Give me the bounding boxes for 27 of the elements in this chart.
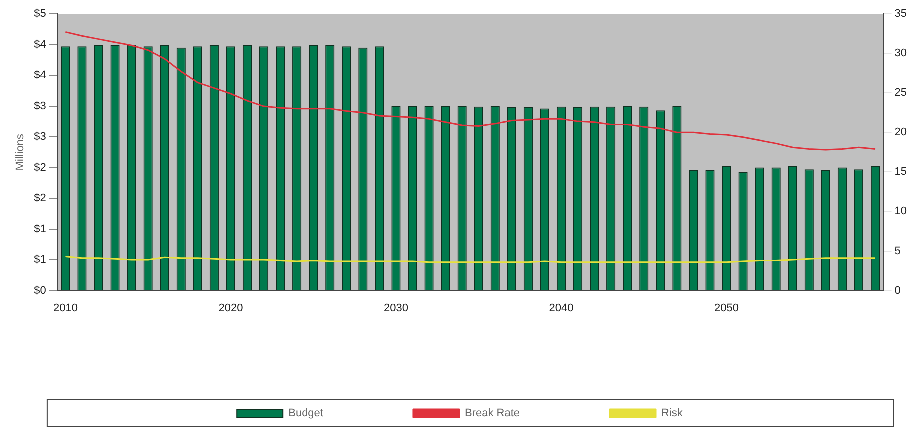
y-tick-label: $2 bbox=[34, 192, 46, 205]
y2-tick-label: 35 bbox=[894, 8, 908, 20]
y2-tick-label: 15 bbox=[894, 166, 908, 178]
y-tick-label: $4 bbox=[34, 38, 46, 51]
legend-label: Budget bbox=[288, 408, 324, 420]
y2-tick-label: 10 bbox=[894, 206, 908, 218]
y-tick-label: $1 bbox=[34, 223, 46, 236]
x-tick-label: 2050 bbox=[714, 302, 740, 314]
x-tick-label: 2020 bbox=[218, 302, 244, 314]
y-tick-label: $2 bbox=[34, 162, 46, 174]
legend-label: Break Rate bbox=[464, 408, 520, 420]
y-tick-label: $0 bbox=[34, 284, 46, 297]
y2-tick-label: 25 bbox=[894, 87, 908, 100]
y-tick-label: $1 bbox=[34, 254, 46, 266]
y-tick-label: $3 bbox=[34, 100, 46, 112]
x-tick-label: 2010 bbox=[53, 302, 78, 314]
y2-tick-label: 0 bbox=[894, 284, 901, 297]
y2-tick-label: 20 bbox=[894, 126, 908, 139]
x-tick-label: 2030 bbox=[384, 302, 408, 314]
x-tick-label: 2040 bbox=[549, 302, 574, 314]
y2-tick-label: 30 bbox=[894, 48, 908, 60]
y-tick-label: $5 bbox=[34, 8, 46, 20]
y-axis-title: Millions bbox=[14, 134, 27, 171]
y2-tick-label: 5 bbox=[894, 245, 901, 258]
y-tick-label: $3 bbox=[34, 131, 46, 144]
y-tick-label: $4 bbox=[34, 70, 46, 82]
legend-label: Risk bbox=[662, 408, 684, 420]
